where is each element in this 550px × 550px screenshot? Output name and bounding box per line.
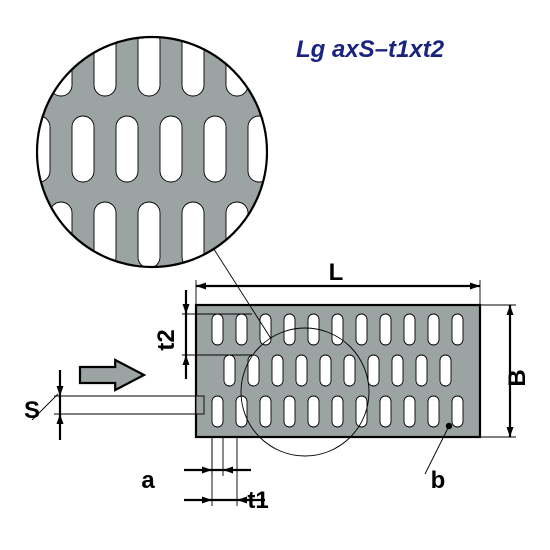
thickness-edge xyxy=(196,396,204,414)
dimension-label-t2: t2 xyxy=(153,329,180,350)
panel-slot xyxy=(332,314,343,345)
panel-slot xyxy=(404,314,415,345)
magnifier-slot xyxy=(204,116,226,182)
magnifier-view xyxy=(6,0,314,354)
formula-text: Lg axS–t1xt2 xyxy=(296,36,444,63)
panel-slot xyxy=(440,355,451,386)
panel-slot xyxy=(236,314,247,345)
arrowhead-icon xyxy=(202,467,212,474)
magnifier-slot xyxy=(160,0,182,10)
panel-slot xyxy=(260,396,271,427)
b-leader-dot xyxy=(446,423,452,429)
panel-slot xyxy=(428,396,439,427)
panel-slot xyxy=(212,314,223,345)
panel-slot xyxy=(380,314,391,345)
arrowhead-icon xyxy=(183,304,190,314)
magnifier-slot xyxy=(160,116,182,182)
panel-slot xyxy=(356,314,367,345)
dimension-label-a: a xyxy=(141,467,155,494)
technical-drawing: L Bt2 t1 a Sb xyxy=(0,0,550,550)
magnifier-slot xyxy=(270,202,292,268)
panel-slot xyxy=(452,396,463,427)
magnifier-slot xyxy=(204,0,226,10)
direction-arrow-icon xyxy=(80,360,144,390)
dimension-label-b: b xyxy=(431,467,446,494)
dimension-label-t1: t1 xyxy=(247,487,268,514)
panel-slot xyxy=(272,355,283,386)
magnifier-slot xyxy=(72,116,94,182)
magnifier-slot xyxy=(226,30,248,96)
magnifier-slot xyxy=(6,30,28,96)
magnifier-slot xyxy=(116,0,138,10)
panel-slot xyxy=(224,355,235,386)
formula-title: Lg axS–t1xt2 xyxy=(296,36,444,64)
panel-slot xyxy=(212,396,223,427)
panel-slot xyxy=(428,314,439,345)
arrowhead-icon xyxy=(507,305,514,315)
magnifier-slot xyxy=(116,288,138,354)
arrowhead-icon xyxy=(202,497,212,504)
arrowhead-icon xyxy=(223,467,233,474)
dimension-label-S: S xyxy=(24,397,40,424)
magnifier-slot xyxy=(292,0,314,10)
panel-slot xyxy=(344,355,355,386)
panel-slot xyxy=(380,396,391,427)
panel-slot xyxy=(332,396,343,427)
magnifier-slot xyxy=(116,116,138,182)
magnifier-slot xyxy=(72,0,94,10)
magnifier-slot xyxy=(182,202,204,268)
dimension-label-B: B xyxy=(504,369,531,386)
panel-slot xyxy=(320,355,331,386)
magnifier-slot xyxy=(226,202,248,268)
magnifier-slot xyxy=(138,202,160,268)
magnifier-slot xyxy=(72,288,94,354)
magnifier-slot xyxy=(94,30,116,96)
magnifier-slot xyxy=(28,0,50,10)
magnifier-slot xyxy=(6,202,28,268)
panel-slot xyxy=(296,355,307,386)
magnifier-slot xyxy=(182,30,204,96)
arrowhead-icon xyxy=(237,497,247,504)
arrowhead-icon xyxy=(470,283,480,290)
arrowhead-icon xyxy=(507,427,514,437)
panel-slot xyxy=(392,355,403,386)
panel-slot xyxy=(368,355,379,386)
magnifier-slot xyxy=(270,30,292,96)
dimension-label-L: L xyxy=(329,259,344,286)
panel-slot xyxy=(284,396,295,427)
arrowhead-icon xyxy=(183,355,190,365)
panel-slot xyxy=(416,355,427,386)
arrowhead-icon xyxy=(57,414,64,424)
panel-slot xyxy=(452,314,463,345)
magnifier-slot xyxy=(138,30,160,96)
magnifier-slot xyxy=(28,288,50,354)
magnifier-slot xyxy=(292,116,314,182)
panel-slot xyxy=(404,396,415,427)
magnifier-slot xyxy=(248,0,270,10)
arrowhead-icon xyxy=(196,283,206,290)
magnifier-slot xyxy=(50,30,72,96)
panel-slot xyxy=(308,396,319,427)
